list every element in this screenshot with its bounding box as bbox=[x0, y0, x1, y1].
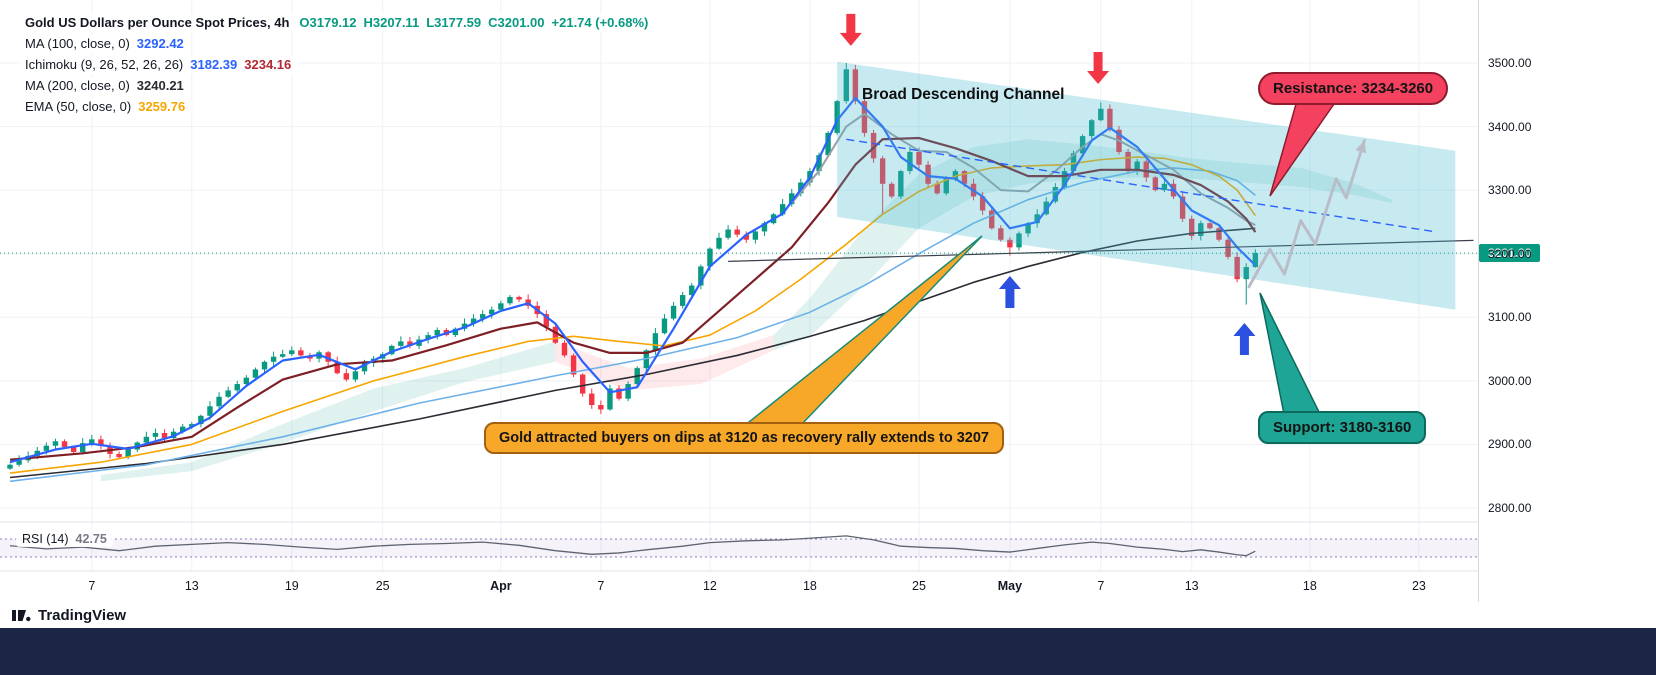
time-tick: 18 bbox=[1302, 579, 1317, 593]
buy-signal-arrow-1[interactable] bbox=[998, 275, 1021, 308]
descending-channel bbox=[837, 61, 1456, 310]
price-tick: 3400.00 bbox=[1488, 119, 1532, 134]
support-label[interactable]: Support: 3180-3160 bbox=[1258, 411, 1427, 444]
symbol-row[interactable]: Gold US Dollars per Ounce Spot Prices, 4… bbox=[18, 14, 656, 32]
tenkan-line bbox=[9, 96, 1257, 464]
sell-signal-arrow-2[interactable] bbox=[1087, 51, 1110, 84]
indicator-legend-list: MA (100, close, 0) 3292.42 Ichimoku (9, 26… bbox=[18, 35, 655, 116]
high-value: H3207.11 bbox=[363, 15, 420, 30]
time-tick: 25 bbox=[912, 579, 926, 593]
sell-signal-arrow-1[interactable] bbox=[839, 13, 862, 46]
projection-path bbox=[1247, 139, 1366, 289]
indicator-name: MA (100, close, 0) bbox=[25, 36, 130, 51]
rsi-line bbox=[9, 535, 1256, 557]
time-tick: 18 bbox=[802, 579, 817, 593]
support-pointer bbox=[1259, 292, 1322, 415]
indicator-value: 3240.21 bbox=[136, 78, 184, 93]
price-tick: 2800.00 bbox=[1488, 501, 1532, 515]
rsi-pane bbox=[0, 535, 1478, 558]
time-tick: 23 bbox=[1411, 579, 1426, 593]
time-tick: May bbox=[997, 579, 1023, 593]
indicator-value: 3234.16 bbox=[244, 57, 292, 72]
gray-line bbox=[790, 112, 1256, 227]
projection-arrowhead bbox=[1355, 140, 1367, 154]
indicator-name: MA (200, close, 0) bbox=[25, 78, 130, 93]
symbol-title: Gold US Dollars per Ounce Spot Prices, 4… bbox=[25, 15, 290, 30]
chart-legend: Gold US Dollars per Ounce Spot Prices, 4… bbox=[18, 14, 656, 119]
low-value: L3177.59 bbox=[426, 15, 482, 30]
trendline-line bbox=[728, 239, 1474, 262]
ema50-line bbox=[9, 156, 1256, 474]
bottom-bar bbox=[0, 628, 1656, 675]
close-value: C3201.00 bbox=[488, 15, 545, 30]
footer: TradingView bbox=[0, 602, 1656, 628]
indicator-value: 3182.39 bbox=[190, 57, 238, 72]
channel-midline bbox=[846, 138, 1438, 233]
time-tick: 7 bbox=[597, 579, 605, 593]
change-value: +21.74 (+0.68%) bbox=[551, 15, 649, 30]
legend-indicator-row[interactable]: EMA (50, close, 0) 3259.76 bbox=[18, 98, 193, 116]
time-tick: 7 bbox=[1097, 579, 1105, 593]
legend-indicator-row[interactable]: Ichimoku (9, 26, 52, 26, 26) 3182.39 3234.… bbox=[18, 56, 299, 74]
price-axis[interactable]: 3201.00 3500.00 3400.00 3300.00 3200.00 3100… bbox=[1478, 0, 1656, 602]
channel-annotation-label[interactable]: Broad Descending Channel bbox=[862, 86, 1065, 103]
time-tick: 12 bbox=[702, 579, 717, 593]
indicator-value: 3259.76 bbox=[138, 99, 186, 114]
indicator-value: 3292.42 bbox=[136, 36, 184, 51]
resistance-label[interactable]: Resistance: 3234-3260 bbox=[1258, 72, 1449, 105]
tradingview-wordmark[interactable]: TradingView bbox=[38, 606, 127, 624]
ichimoku-cloud bbox=[100, 139, 1392, 482]
time-tick: Apr bbox=[490, 579, 512, 593]
indicator-name: Ichimoku (9, 26, 52, 26, 26) bbox=[25, 57, 184, 72]
indicator-name: EMA (50, close, 0) bbox=[25, 99, 132, 114]
price-tick: 3300.00 bbox=[1488, 183, 1532, 198]
legend-indicator-row[interactable]: MA (100, close, 0) 3292.42 bbox=[18, 35, 191, 53]
price-tick: 3500.00 bbox=[1488, 56, 1532, 70]
price-tick: 3200.00 bbox=[1488, 246, 1532, 261]
buy-signal-arrow-2[interactable] bbox=[1233, 323, 1256, 356]
rsi-value: 42.75 bbox=[75, 532, 107, 546]
current-price-badge: 3201.00 bbox=[1479, 244, 1541, 263]
candles bbox=[7, 63, 1259, 470]
time-tick: 25 bbox=[375, 579, 390, 593]
price-tick: 3100.00 bbox=[1488, 310, 1532, 325]
time-tick: 19 bbox=[284, 579, 299, 593]
legend-indicator-row[interactable]: MA (200, close, 0) 3240.21 bbox=[18, 77, 191, 95]
tradingview-logo-icon[interactable] bbox=[12, 606, 31, 624]
time-tick: 13 bbox=[1184, 579, 1199, 593]
time-axis[interactable]: 7 13 19 25 Apr 7 12 18 25 May 7 13 18 23 bbox=[0, 572, 1478, 602]
ma100-line bbox=[9, 167, 1256, 483]
kijun-line bbox=[9, 136, 1257, 461]
price-tick: 3000.00 bbox=[1488, 373, 1532, 388]
chart-canvas[interactable] bbox=[0, 0, 1478, 572]
rsi-legend[interactable]: RSI (14) 42.75 bbox=[16, 531, 113, 547]
time-tick: 13 bbox=[184, 579, 199, 593]
price-tick: 2900.00 bbox=[1488, 437, 1532, 452]
ma200-line bbox=[9, 227, 1256, 479]
rsi-name: RSI (14) bbox=[22, 532, 69, 546]
drawings[interactable] bbox=[741, 13, 1456, 427]
note-label[interactable]: Gold attracted buyers on dips at 3120 as… bbox=[484, 422, 1004, 454]
time-tick: 7 bbox=[88, 579, 96, 593]
open-value: O3179.12 bbox=[299, 15, 357, 30]
overlay-lines bbox=[9, 96, 1474, 483]
